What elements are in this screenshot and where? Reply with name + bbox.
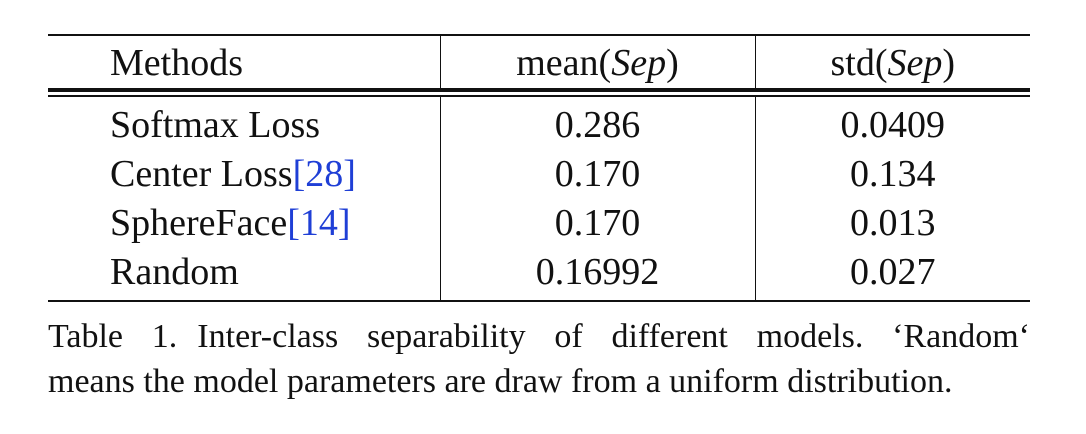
- header-mean-prefix: mean(: [516, 41, 612, 84]
- citation-link[interactable]: [28]: [292, 153, 356, 195]
- separability-table: Methods mean(Sep) std(Sep) Softmax Loss …: [48, 34, 1030, 302]
- std-cell: 0.0409: [840, 104, 946, 146]
- caption-text-1: Inter-class separability of different mo…: [197, 318, 1030, 355]
- header-methods: Methods: [48, 35, 441, 89]
- method-name: SphereFace: [110, 202, 288, 244]
- method-name: Center Loss: [110, 153, 293, 195]
- header-double-rule: [48, 90, 1030, 97]
- mean-cell: 0.170: [440, 150, 756, 199]
- method-cell: Softmax Loss: [48, 97, 441, 150]
- table-header-row: Methods mean(Sep) std(Sep): [48, 35, 1030, 89]
- method-cell: Center Loss[28]: [48, 150, 441, 199]
- table-row: Center Loss[28] 0.170 0.134: [48, 150, 1030, 199]
- header-mean-sep: mean(Sep): [440, 35, 756, 89]
- mean-cell: 0.286: [440, 97, 756, 150]
- table-row: SphereFace[14] 0.170 0.013: [48, 199, 1030, 248]
- citation-link[interactable]: [14]: [287, 202, 351, 244]
- method-name: Random: [110, 251, 239, 293]
- table-row: Softmax Loss 0.286 0.0409: [48, 97, 1030, 150]
- std-cell: 0.027: [755, 248, 1030, 302]
- header-mean-suffix: ): [666, 41, 679, 84]
- std-cell: 0.134: [850, 153, 936, 195]
- mean-cell: 0.170: [440, 199, 756, 248]
- caption-text-2: means the model parameters are draw from…: [48, 363, 953, 400]
- header-double-rule-cell: [48, 89, 1030, 97]
- header-std-suffix: ): [942, 41, 956, 84]
- mean-cell: 0.16992: [440, 248, 756, 302]
- method-cell: SphereFace[14]: [48, 199, 441, 248]
- table-caption: Table 1. Inter-class separability of diff…: [48, 314, 1030, 404]
- header-mean-var: Sep: [611, 41, 667, 84]
- caption-line-1: Table 1. Inter-class separability of diff…: [48, 314, 1030, 359]
- table-row: Random 0.16992 0.027: [48, 248, 1030, 302]
- header-std-var: Sep: [887, 41, 943, 84]
- header-std-sep: std(Sep): [755, 35, 1030, 89]
- results-table-container: Methods mean(Sep) std(Sep) Softmax Loss …: [48, 34, 1030, 302]
- method-cell: Random: [48, 248, 441, 302]
- std-cell: 0.013: [850, 202, 936, 244]
- caption-label: Table 1.: [48, 318, 178, 355]
- header-std-prefix: std(: [830, 41, 888, 84]
- method-name: Softmax Loss: [110, 104, 321, 146]
- header-double-rule-row: [48, 89, 1030, 97]
